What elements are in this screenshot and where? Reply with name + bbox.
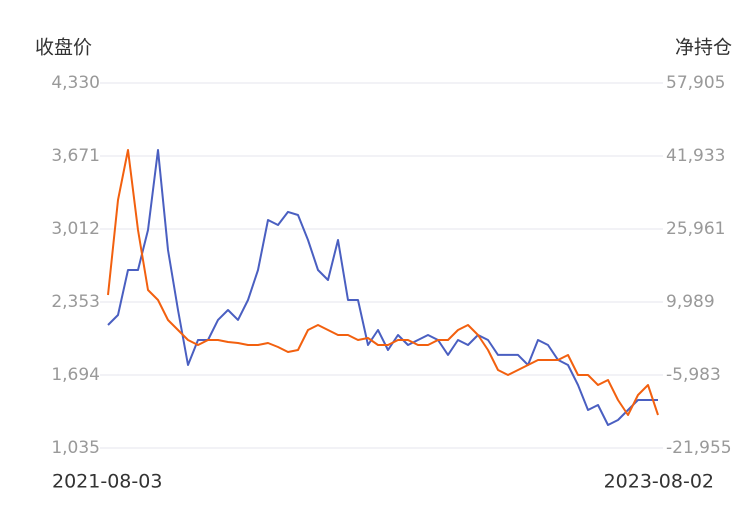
- y-tick-label: 1,694: [51, 365, 100, 385]
- y2-tick-label: -21,955: [666, 438, 732, 458]
- x-tick-label: 2021-08-03: [52, 471, 162, 493]
- y-tick-label: 2,353: [51, 292, 100, 312]
- y2-tick-label: 9,989: [666, 292, 715, 312]
- line: [107, 149, 659, 416]
- y2-tick-label: 25,961: [666, 219, 725, 239]
- y2-tick-label: 57,905: [666, 73, 725, 93]
- y-axis-title: 收盘价: [35, 37, 92, 59]
- y-tick-label: 3,671: [51, 146, 100, 166]
- y2-axis-title: 净持仓: [675, 37, 732, 59]
- x-tick-label: 2023-08-02: [604, 471, 714, 493]
- line: [107, 149, 658, 426]
- y-tick-label: 4,330: [51, 73, 100, 93]
- y2-tick-label: 41,933: [666, 146, 725, 166]
- y-tick-label: 3,012: [51, 219, 100, 239]
- y2-tick-label: -5,983: [666, 365, 721, 385]
- y-tick-label: 1,035: [51, 438, 100, 458]
